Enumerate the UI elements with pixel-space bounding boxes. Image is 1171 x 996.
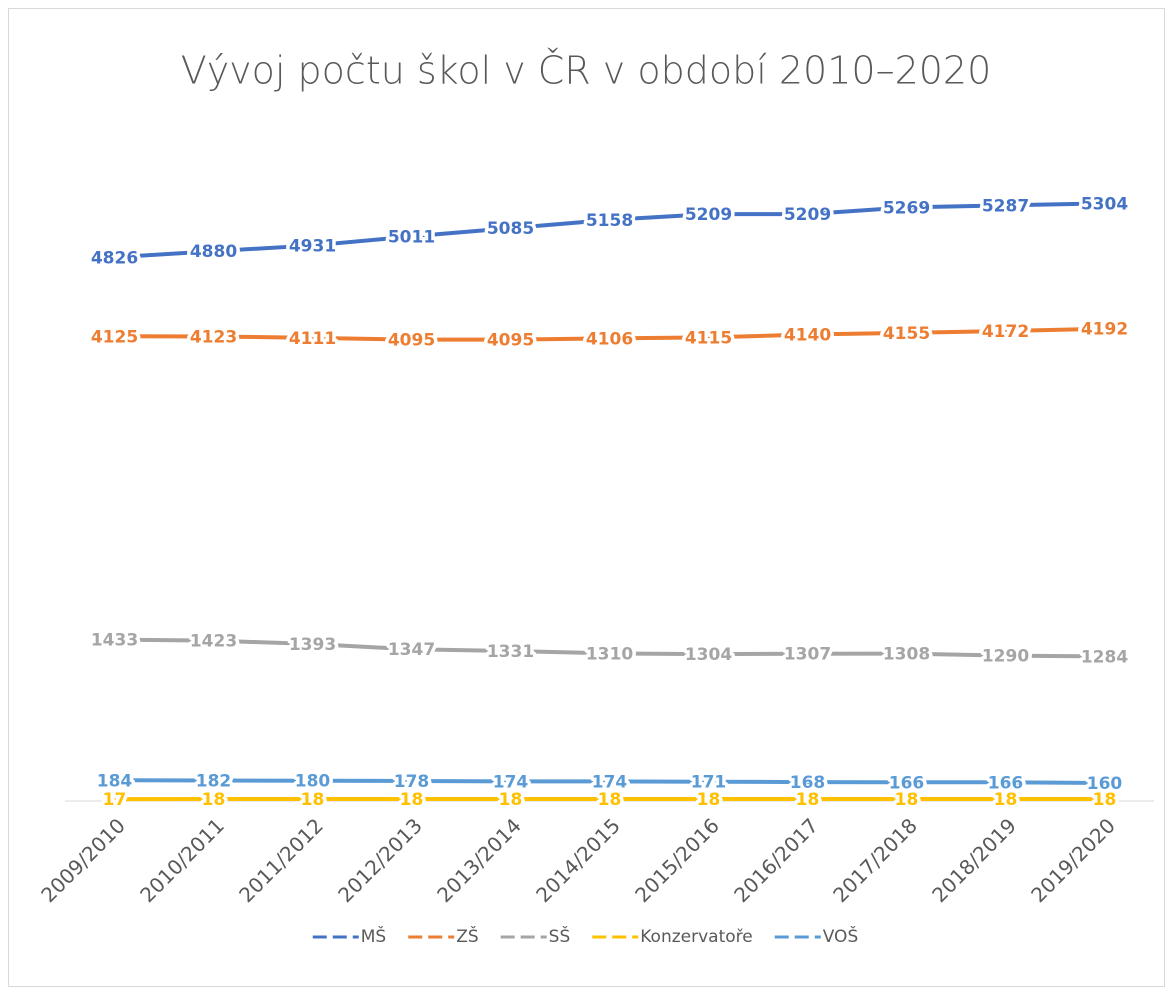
series-line [114, 201, 1105, 260]
legend-label: VOŠ [823, 925, 859, 947]
data-label: 4125 [91, 327, 138, 347]
data-label: 1347 [388, 640, 435, 660]
data-label: 4826 [91, 248, 138, 268]
data-label: 5209 [784, 205, 831, 225]
series-line [114, 326, 1105, 342]
data-label: 17 [103, 790, 127, 810]
data-label: 4192 [1081, 320, 1128, 340]
data-label: 178 [394, 772, 430, 792]
data-label: 4931 [289, 236, 336, 256]
data-label: 5287 [982, 196, 1029, 216]
data-label: 5269 [883, 198, 930, 218]
data-label: 1393 [289, 635, 336, 655]
data-label: 5085 [487, 219, 534, 239]
data-label: 4095 [487, 331, 534, 351]
legend: MŠ ZŠ SŠ Konzervatoře VOŠ [312, 925, 859, 947]
data-label: 174 [592, 772, 628, 792]
data-label: 1310 [586, 644, 633, 664]
legend-label: Konzervatoře [640, 927, 752, 947]
series-line [114, 778, 1105, 785]
data-label: 5158 [586, 211, 633, 231]
data-label: 18 [697, 790, 721, 810]
data-label: 18 [796, 790, 820, 810]
data-label: 4155 [883, 324, 930, 344]
data-label: 18 [994, 790, 1018, 810]
legend-label: ZŠ [456, 925, 478, 947]
data-label: 166 [988, 773, 1024, 793]
data-label: 18 [598, 790, 622, 810]
legend-label: SŠ [549, 925, 571, 947]
data-label: 4095 [388, 331, 435, 351]
data-label: 5209 [685, 205, 732, 225]
data-label: 1304 [685, 645, 732, 665]
data-label: 1290 [982, 647, 1029, 667]
data-label: 174 [493, 772, 529, 792]
data-label: 18 [499, 790, 523, 810]
series-line [114, 637, 1105, 659]
data-label: 1331 [487, 642, 534, 662]
data-label: 4111 [289, 329, 336, 349]
chart-border [8, 8, 1165, 987]
data-label: 5011 [388, 227, 435, 247]
data-label: 184 [97, 771, 133, 791]
data-label: 18 [301, 790, 325, 810]
data-label: 1423 [190, 632, 237, 652]
data-label: 18 [400, 790, 424, 810]
data-label: 4115 [685, 328, 732, 348]
data-label: 4140 [784, 326, 831, 346]
data-label: 166 [889, 773, 925, 793]
data-label: 160 [1087, 774, 1123, 794]
data-label: 1307 [784, 645, 831, 665]
data-label: 4123 [190, 327, 237, 347]
data-label: 18 [1093, 790, 1117, 810]
data-label: 1308 [883, 645, 930, 665]
data-label: 182 [196, 771, 232, 791]
data-label: 1433 [91, 631, 138, 651]
data-label: 1284 [1081, 647, 1128, 667]
data-label: 168 [790, 773, 826, 793]
data-label: 4172 [982, 322, 1029, 342]
legend-label: MŠ [361, 925, 386, 947]
data-label: 18 [202, 790, 226, 810]
data-label: 18 [895, 790, 919, 810]
data-label: 5304 [1081, 194, 1128, 214]
data-label: 4106 [586, 329, 633, 349]
data-label: 180 [295, 772, 331, 792]
data-label: 171 [691, 773, 727, 793]
chart-title: Vývoj počtu škol v ČR v období 2010–2020 [181, 49, 992, 93]
data-label: 4880 [190, 242, 237, 262]
